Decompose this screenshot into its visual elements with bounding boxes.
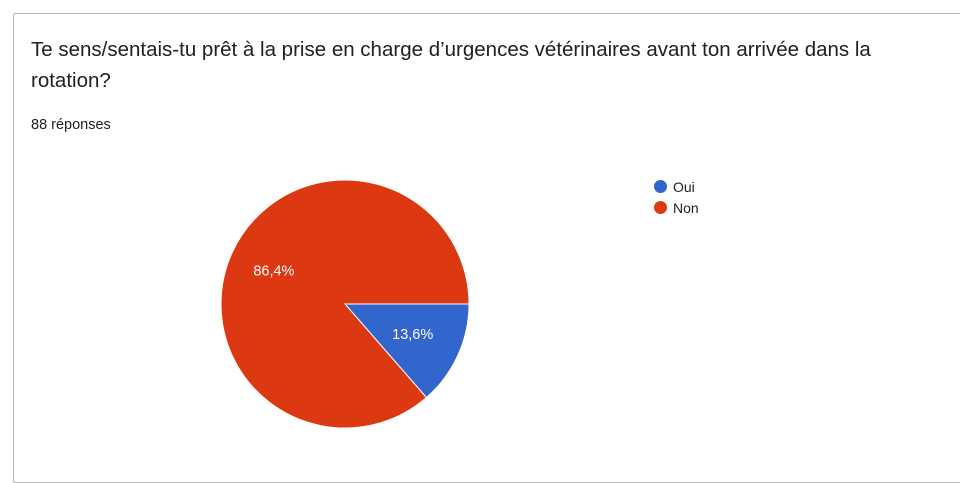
pie-slice-labels: 13,6% 86,4%	[253, 264, 433, 343]
pie-slices	[220, 179, 470, 429]
legend-swatch-oui	[654, 180, 667, 193]
question-title: Te sens/sentais-tu prêt à la prise en ch…	[31, 38, 871, 92]
pie-chart: 13,6% 86,4%	[220, 179, 470, 429]
legend-item-non[interactable]: Non	[654, 198, 699, 217]
pie-slice-non[interactable]	[220, 179, 470, 429]
legend-item-oui[interactable]: Oui	[654, 177, 699, 196]
legend-label-oui: Oui	[673, 178, 695, 195]
pie-label-non: 86,4%	[253, 264, 294, 280]
legend: Oui Non	[654, 177, 699, 219]
response-summary-card	[13, 13, 960, 483]
response-count: 88 réponses	[31, 117, 111, 133]
pie-label-oui: 13,6%	[392, 327, 433, 343]
pie-slice-oui[interactable]	[343, 303, 470, 399]
legend-label-non: Non	[673, 199, 699, 216]
legend-swatch-non	[654, 201, 667, 214]
